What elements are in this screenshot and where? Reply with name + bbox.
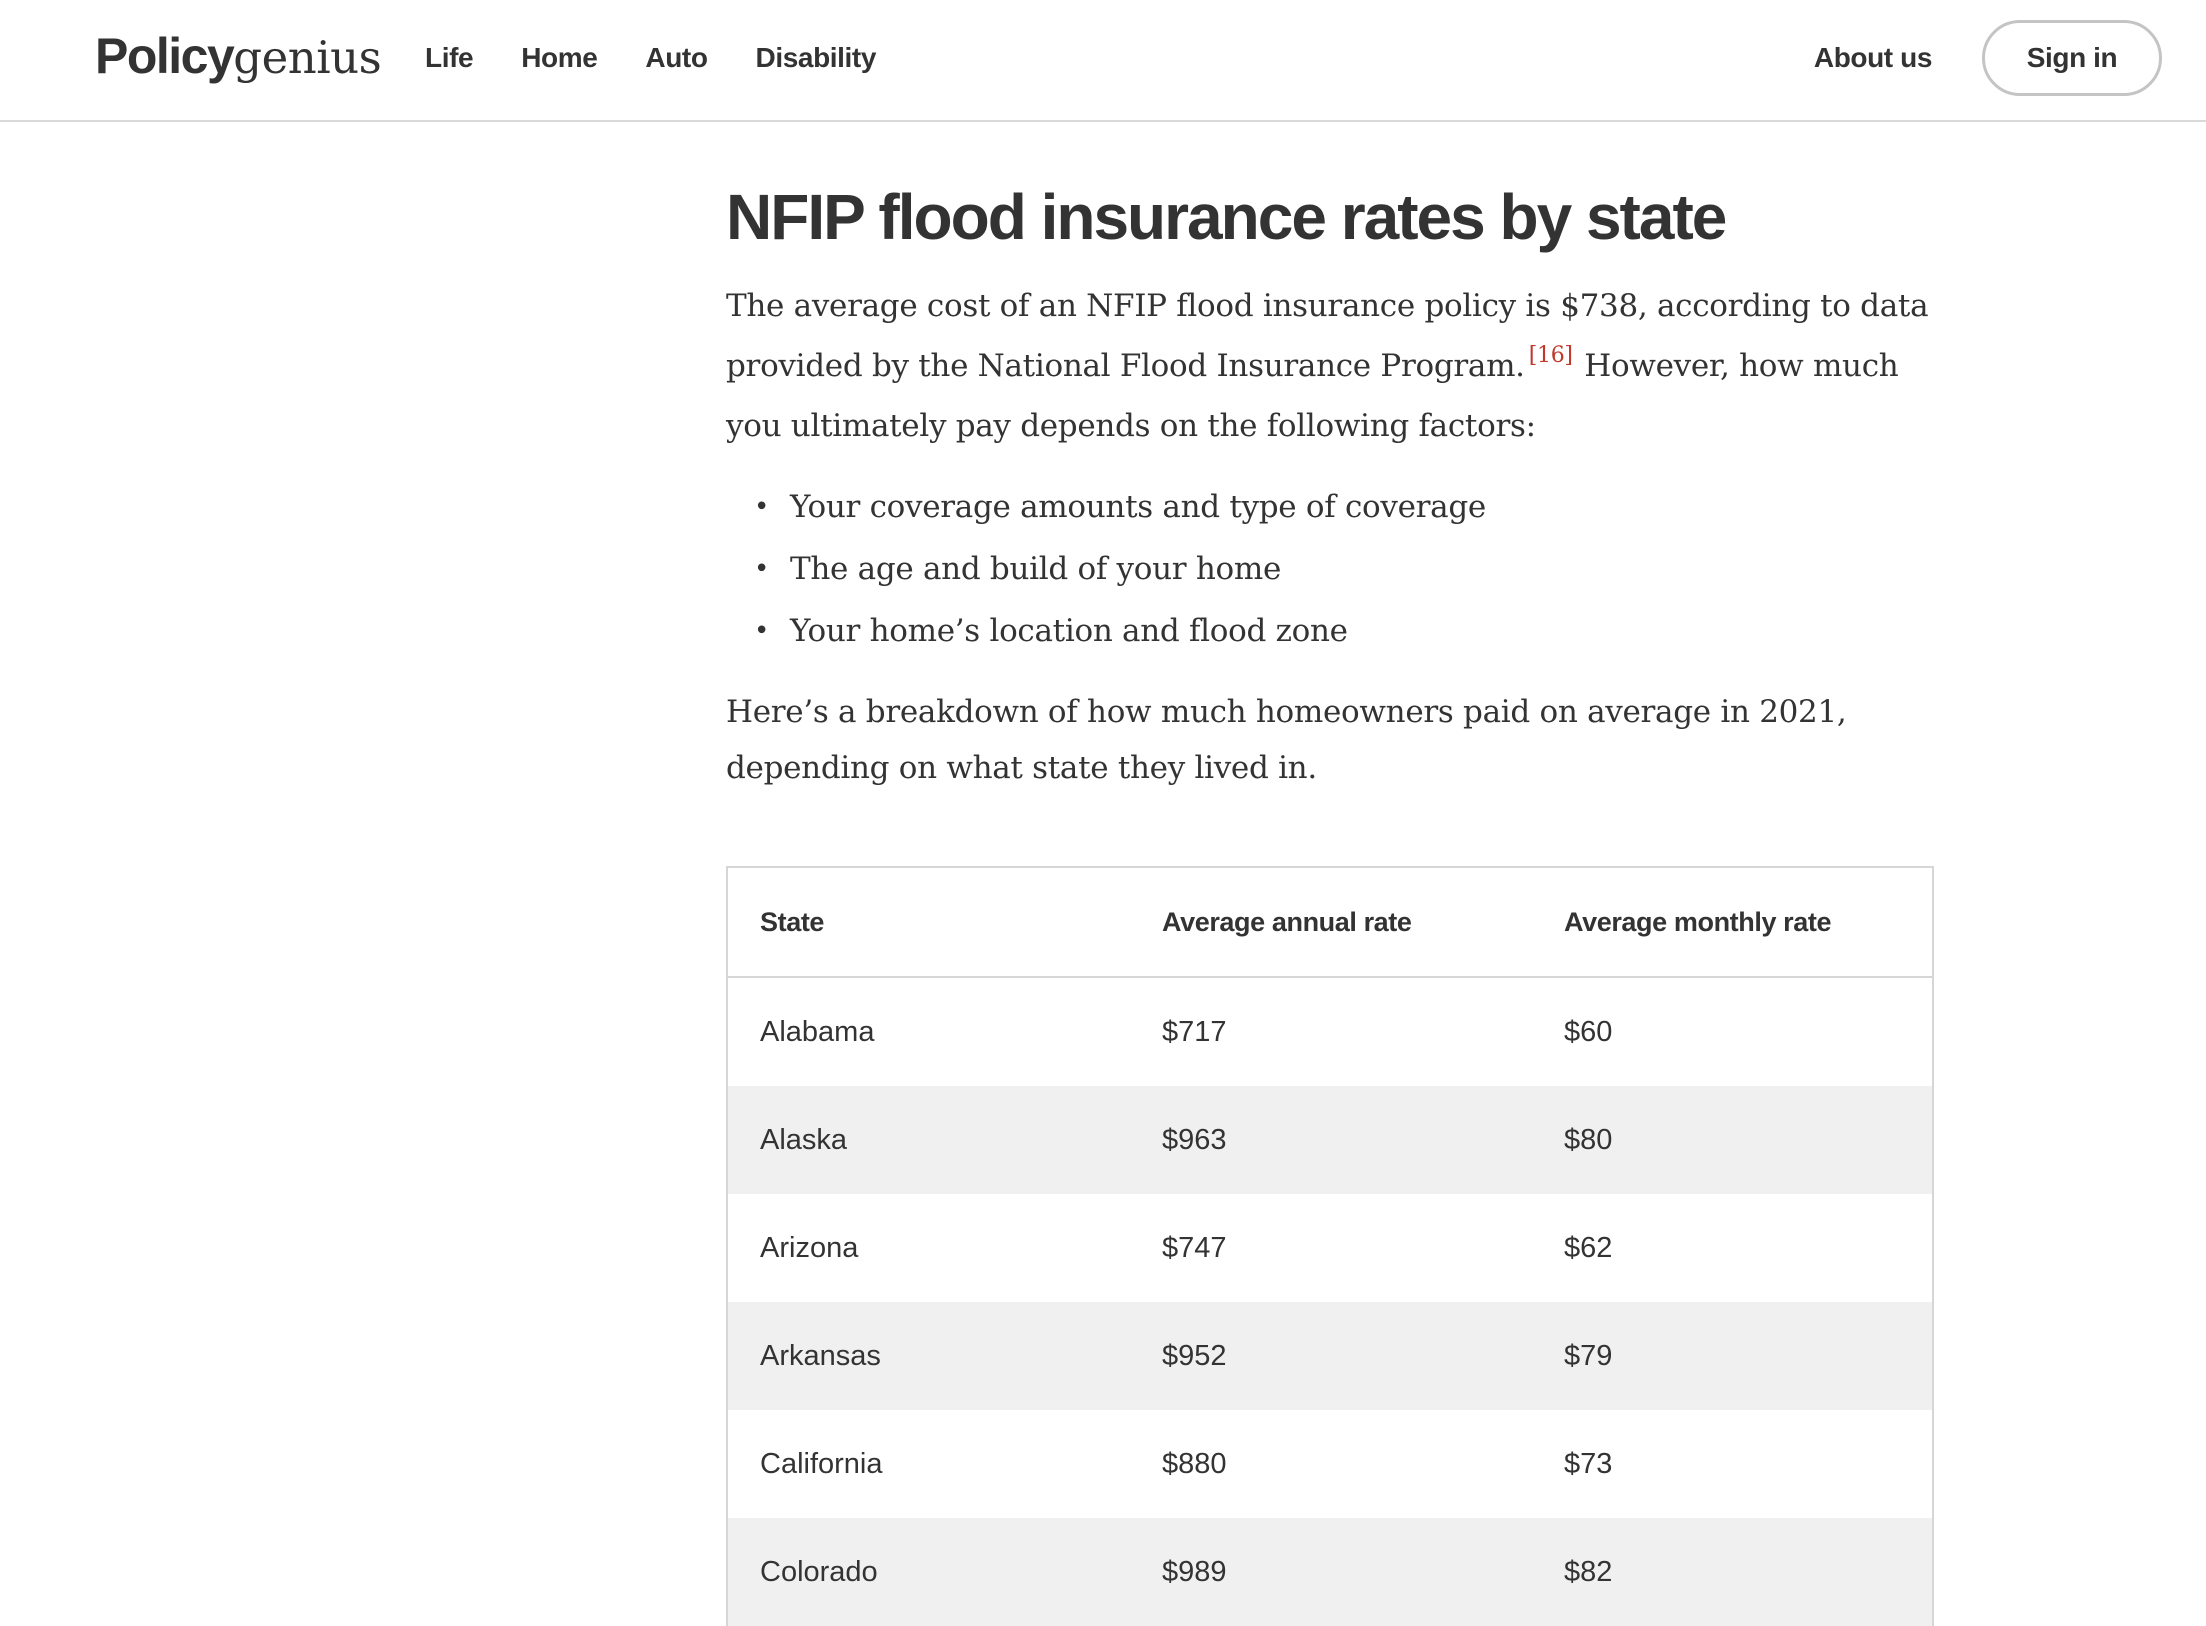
- article-content: NFIP flood insurance rates by state The …: [726, 172, 1934, 796]
- cell-annual-rate: $880: [1162, 1447, 1227, 1480]
- logo-bold-text: Policy: [95, 28, 235, 84]
- intro-paragraph: The average cost of an NFIP flood insura…: [726, 276, 1934, 456]
- factor-text: Your coverage amounts and type of covera…: [790, 489, 1486, 525]
- breakdown-paragraph: Here’s a breakdown of how much homeowner…: [726, 694, 1847, 786]
- cell-monthly-rate: $82: [1532, 1518, 1932, 1626]
- cell-annual-rate: $747: [1162, 1231, 1227, 1264]
- table-header-row: State Average annual rate Average monthl…: [728, 868, 1932, 978]
- site-header: Policy genius Life Home Auto Disability A…: [0, 0, 2206, 122]
- cell-monthly-rate: $60: [1564, 1015, 1613, 1048]
- header-monthly-rate: Average monthly rate: [1532, 868, 1932, 978]
- table-row: Colorado $989 $82: [728, 1518, 1932, 1626]
- list-item: • Your home’s location and flood zone: [726, 600, 1934, 662]
- cell-state: Arkansas: [728, 1302, 1130, 1410]
- cell-state: Alabama: [760, 1015, 875, 1048]
- cell-state: Arizona: [760, 1231, 859, 1264]
- policygenius-logo[interactable]: Policy genius: [95, 26, 382, 86]
- nav-link-auto[interactable]: Auto: [645, 42, 708, 73]
- factor-text: The age and build of your home: [790, 551, 1282, 587]
- cell-monthly-rate: $80: [1532, 1086, 1932, 1194]
- nav-link-disability[interactable]: Disability: [755, 42, 877, 73]
- cell-state: Colorado: [728, 1518, 1130, 1626]
- factor-list: • Your coverage amounts and type of cove…: [726, 476, 1934, 662]
- cell-annual-rate: $989: [1130, 1518, 1532, 1626]
- list-item: • Your coverage amounts and type of cove…: [726, 476, 1934, 538]
- factor-text: Your home’s location and flood zone: [790, 613, 1348, 649]
- table-row: Alaska $963 $80: [728, 1086, 1932, 1194]
- table-row: Arizona $747 $62: [728, 1194, 1932, 1302]
- intro-text-part1: The average cost of an NFIP flood insura…: [726, 288, 1929, 384]
- rates-table-container: State Average annual rate Average monthl…: [726, 866, 1934, 1626]
- table-row: California $880 $73: [728, 1410, 1932, 1518]
- bullet-icon: •: [754, 554, 770, 584]
- main-nav: Life Home Auto Disability: [425, 36, 924, 80]
- cell-monthly-rate: $73: [1564, 1447, 1613, 1480]
- cell-annual-rate: $963: [1130, 1086, 1532, 1194]
- header-actions: About us Sign in: [1814, 18, 2162, 98]
- sign-in-button[interactable]: Sign in: [1982, 20, 2162, 96]
- nav-link-home[interactable]: Home: [521, 42, 598, 73]
- table-row: Arkansas $952 $79: [728, 1302, 1932, 1410]
- cell-state: Alaska: [728, 1086, 1130, 1194]
- bullet-icon: •: [754, 492, 770, 522]
- cell-state: California: [760, 1447, 883, 1480]
- intro-text-part2: However, how much you ultimately pay dep…: [726, 348, 1899, 444]
- nav-link-life[interactable]: Life: [425, 42, 474, 73]
- cell-annual-rate: $717: [1162, 1015, 1227, 1048]
- cell-monthly-rate: $62: [1564, 1231, 1613, 1264]
- bullet-icon: •: [754, 616, 770, 646]
- cell-annual-rate: $952: [1130, 1302, 1532, 1410]
- cell-monthly-rate: $79: [1532, 1302, 1932, 1410]
- page-title: NFIP flood insurance rates by state: [726, 181, 1727, 253]
- rates-table: State Average annual rate Average monthl…: [728, 868, 1932, 1626]
- about-us-link[interactable]: About us: [1813, 42, 1933, 73]
- citation-link[interactable]: [16]: [1528, 343, 1573, 368]
- list-item: • The age and build of your home: [726, 538, 1934, 600]
- table-row: Alabama $717 $60: [728, 977, 1932, 1086]
- header-state: State: [728, 868, 1130, 978]
- logo-light-text: genius: [233, 31, 382, 84]
- header-annual-rate: Average annual rate: [1130, 868, 1532, 978]
